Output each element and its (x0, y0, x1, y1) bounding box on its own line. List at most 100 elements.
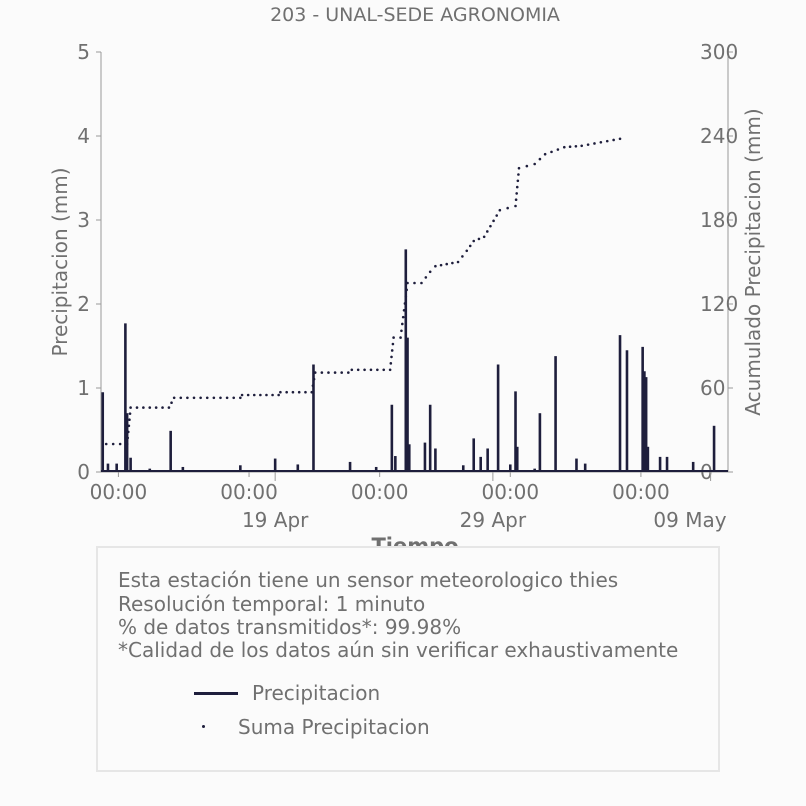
suma-dot (340, 371, 343, 374)
suma-dot (350, 368, 354, 372)
suma-dot (128, 412, 132, 415)
suma-dot (125, 442, 129, 446)
suma-dot (285, 390, 288, 394)
suma-dot (498, 208, 502, 212)
suma-dot (154, 406, 158, 409)
suma-dot (506, 206, 509, 210)
suma-dot (574, 144, 578, 148)
suma-dot (246, 393, 250, 397)
suma-dot (219, 396, 222, 400)
suma-dot (232, 396, 236, 400)
x-tick-label-major: 19 Apr (242, 508, 309, 532)
suma-dot (192, 396, 196, 400)
suma-dot (428, 270, 432, 274)
suma-dot (403, 302, 407, 305)
suma-dot (265, 393, 268, 397)
suma-dot (135, 406, 139, 409)
suma-dot (179, 396, 183, 400)
suma-dot (465, 249, 469, 253)
suma-dot (413, 281, 416, 285)
suma-dot (492, 219, 495, 223)
suma-dot (126, 430, 130, 434)
suma-dot (406, 281, 409, 285)
y-axis-label: Precipitacion (mm) (48, 167, 72, 356)
suma-dot (516, 179, 520, 183)
suma-dot (401, 315, 405, 319)
suma-dot (129, 406, 132, 409)
y2-tick-label: 300 (700, 40, 738, 64)
x-tick-label-minor: 00:00 (481, 480, 539, 504)
suma-dot (212, 396, 216, 400)
suma-dot (389, 362, 393, 365)
suma-dot (468, 244, 472, 248)
suma-dot (586, 143, 590, 146)
suma-dot (240, 393, 244, 397)
suma-dot (543, 152, 547, 156)
suma-dot (376, 368, 379, 372)
y-tick-label: 3 (77, 208, 90, 232)
suma-dot (486, 230, 489, 233)
suma-dot (327, 371, 330, 374)
suma-dot (320, 371, 324, 374)
suma-dot (311, 384, 315, 387)
suma-dot (128, 418, 131, 422)
suma-dot (538, 157, 542, 161)
suma-dot (451, 261, 454, 265)
suma-dot (312, 377, 316, 381)
suma-dot (142, 406, 145, 409)
suma-dot (434, 264, 437, 268)
suma-dot (239, 396, 242, 400)
y-tick-label: 4 (77, 124, 90, 148)
info-transmitted-text: % de datos transmitidos*: 99.98% (118, 615, 462, 639)
suma-dot (304, 390, 307, 394)
suma-dot (424, 276, 428, 279)
suma-dot (172, 396, 176, 400)
y2-tick-label: 60 (700, 376, 725, 400)
legend-suma-label: Suma Precipitacion (238, 715, 430, 739)
info-legend-box: Esta estación tiene un sensor meteorolog… (96, 546, 720, 772)
legend-precipitacion-line (194, 692, 238, 695)
suma-dot (568, 145, 572, 149)
info-sensor-text: Esta estación tiene un sensor meteorolog… (118, 568, 619, 592)
suma-dot (533, 162, 536, 166)
x-tick-label-major: 29 Apr (460, 508, 527, 532)
suma-dot (515, 192, 518, 195)
suma-dot (461, 255, 464, 258)
suma-dot (517, 173, 520, 176)
suma-dot (161, 406, 164, 409)
chart: 203 - UNAL-SEDE AGRONOMIA012345060120180… (48, 4, 765, 546)
suma-dot (347, 371, 350, 374)
y2-tick-label: 180 (700, 208, 738, 232)
y-tick-label: 0 (77, 460, 90, 484)
x-tick-label-major: 09 May (653, 508, 726, 532)
chart-title: 203 - UNAL-SEDE AGRONOMIA (270, 4, 560, 26)
y2-axis-label: Acumulado Precipitacion (mm) (741, 108, 765, 415)
suma-dot (550, 150, 553, 154)
x-tick-label-minor: 00:00 (351, 480, 409, 504)
suma-dot (477, 237, 481, 241)
suma-dot (495, 214, 499, 217)
suma-dot (400, 329, 403, 333)
suma-dot (271, 393, 274, 397)
suma-dot (456, 260, 460, 264)
suma-dot (126, 436, 130, 440)
suma-dot (356, 368, 360, 372)
suma-dot (482, 235, 486, 239)
suma-dot (279, 390, 282, 394)
x-tick-label-minor: 00:00 (220, 480, 278, 504)
suma-dot (439, 263, 443, 267)
suma-dot (562, 145, 566, 149)
suma-dot (313, 371, 317, 374)
suma-dot (599, 141, 603, 144)
y-tick-label: 1 (77, 376, 90, 400)
x-axis-label: Tiempo (371, 534, 458, 546)
suma-dot (399, 336, 402, 339)
suma-dot (297, 390, 301, 394)
suma-dot (186, 396, 189, 400)
suma-dot (259, 393, 262, 397)
y2-tick-label: 120 (700, 292, 738, 316)
suma-dot (489, 224, 492, 228)
suma-dot (472, 239, 476, 243)
suma-dot (111, 442, 115, 446)
suma-dot (118, 442, 122, 446)
